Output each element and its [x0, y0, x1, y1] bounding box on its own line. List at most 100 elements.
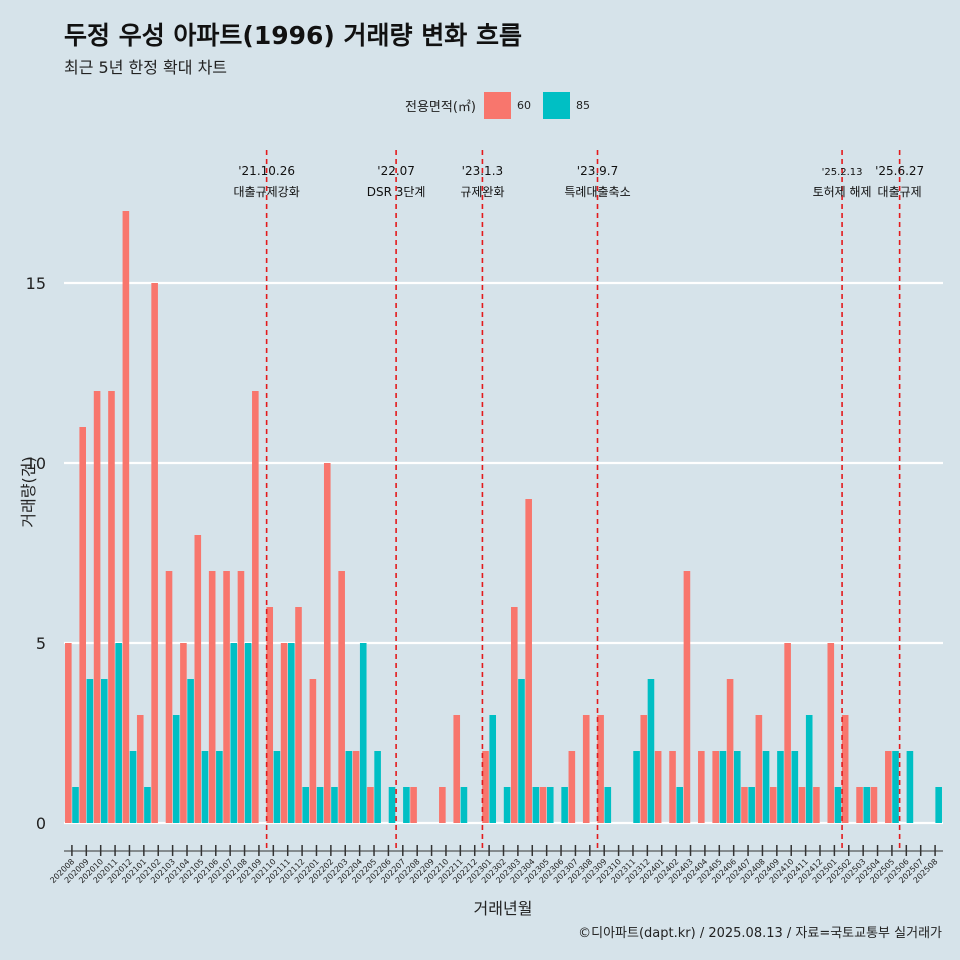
- bar-60-202106: [208, 571, 216, 823]
- bar-85-202406: [733, 751, 741, 823]
- bar-85-202311: [633, 751, 640, 823]
- bar-85-202201: [316, 787, 324, 823]
- bar-85-202402: [676, 787, 684, 823]
- bar-85-202501: [834, 787, 842, 823]
- chart-subtitle: 최근 5년 한정 확대 차트: [64, 58, 228, 77]
- bar-85-202205: [374, 751, 381, 823]
- bar-85-202409: [777, 751, 784, 823]
- bar-60-202411: [798, 787, 806, 823]
- bar-85-202302: [503, 787, 511, 823]
- bar-60-202210: [439, 787, 446, 823]
- legend-swatch-85: [542, 92, 570, 119]
- event-label-4: 토허제 해제: [813, 185, 872, 199]
- caption: ©디아파트(dapt.kr) / 2025.08.13 / 자료=국토교통부 실…: [578, 926, 942, 941]
- bar-85-202312: [647, 679, 655, 823]
- y-tick-label-10: 10: [26, 454, 46, 473]
- bar-60-202305: [539, 787, 547, 823]
- bar-60-202108: [237, 571, 245, 823]
- bar-85-202105: [201, 751, 209, 823]
- legend: 전용면적(㎡) 60 85: [405, 92, 602, 119]
- bar-85-202012: [129, 751, 137, 823]
- bar-60-202309: [597, 715, 604, 823]
- bar-85-202010: [100, 679, 108, 823]
- event-date-2: '23.1.3: [462, 164, 503, 178]
- event-label-5: 대출규제: [878, 185, 922, 199]
- bar-85-202202: [331, 787, 338, 823]
- bar-60-202401: [654, 751, 662, 823]
- bar-85-202203: [345, 751, 353, 823]
- bar-85-202506: [906, 751, 914, 823]
- bar-85-202103: [172, 715, 180, 823]
- legend-key-60: 60: [483, 92, 531, 119]
- bar-60-202009: [79, 427, 86, 823]
- bar-60-202104: [180, 643, 187, 823]
- bar-85-202112: [302, 787, 309, 823]
- legend-label-60: 60: [516, 99, 531, 112]
- bar-60-202412: [813, 787, 820, 823]
- y-tick-label-15: 15: [26, 274, 46, 293]
- event-label-2: 규제완화: [460, 185, 504, 199]
- bar-60-202011: [108, 391, 115, 823]
- bar-60-202501: [827, 643, 835, 823]
- bar-85-202211: [460, 787, 468, 823]
- bar-85-202101: [144, 787, 151, 823]
- bar-85-202503: [863, 787, 871, 823]
- bar-85-202206: [388, 787, 396, 823]
- bar-60-202008: [65, 643, 72, 823]
- bar-85-202107: [230, 643, 238, 823]
- x-axis: 2020082020092020102020112020122021012021…: [48, 845, 943, 885]
- bar-60-202101: [136, 715, 144, 823]
- event-date-1: '22.07: [377, 164, 415, 178]
- bar-60-202402: [669, 751, 676, 823]
- bar-85-202407: [748, 787, 755, 823]
- bar-60-202202: [323, 463, 331, 823]
- bar-85-202505: [892, 751, 899, 823]
- bar-60-202405: [712, 751, 719, 823]
- y-axis: 0 5 10 15: [26, 274, 46, 833]
- bar-85-202410: [791, 751, 799, 823]
- bar-60-202409: [769, 787, 777, 823]
- bar-60-202105: [194, 535, 202, 823]
- bar-85-202305: [546, 787, 554, 823]
- bar-60-202410: [784, 643, 791, 823]
- legend-label-85: 85: [575, 99, 590, 112]
- chart-title: 두정 우성 아파트(1996) 거래량 변화 흐름: [64, 21, 522, 50]
- event-date-3: '23.9.7: [577, 164, 618, 178]
- bar-60-202109: [252, 391, 259, 823]
- bar-60-202301: [482, 751, 489, 823]
- bar-85-202408: [762, 751, 770, 823]
- bar-85-202304: [532, 787, 540, 823]
- event-markers: '21.10.26 대출규제강화 '22.07 DSR 3단계 '23.1.3 규제완화 '…: [234, 150, 924, 850]
- bar-60-202208: [410, 787, 417, 823]
- bar-85-202309: [604, 787, 612, 823]
- bar-60-202505: [885, 751, 892, 823]
- bar-85-202111: [288, 643, 295, 823]
- legend-title: 전용면적(㎡): [405, 100, 476, 115]
- bar-85-202411: [805, 715, 813, 823]
- bar-60-202204: [352, 751, 360, 823]
- bar-85-202108: [244, 643, 252, 823]
- event-label-0: 대출규제강화: [234, 185, 300, 199]
- bar-60-202111: [280, 643, 288, 823]
- bar-85-202301: [489, 715, 497, 823]
- bar-60-202107: [223, 571, 230, 823]
- bar-60-202303: [510, 607, 518, 823]
- bar-60-202211: [453, 715, 461, 823]
- y-axis-title: 거래량(건): [19, 456, 38, 527]
- bar-85-202207: [403, 787, 410, 823]
- bar-60-202307: [568, 751, 576, 823]
- bar-85-202110: [273, 751, 281, 823]
- bar-85-202106: [216, 751, 223, 823]
- x-axis-title: 거래년월: [474, 899, 533, 918]
- bar-85-202306: [561, 787, 568, 823]
- bar-60-202406: [726, 679, 734, 823]
- bar-60-202304: [525, 499, 532, 823]
- event-date-0: '21.10.26: [238, 164, 295, 178]
- bar-60-202012: [122, 211, 130, 823]
- bars: [65, 211, 942, 823]
- event-label-3: 특례대출축소: [564, 185, 630, 199]
- bar-60-202112: [295, 607, 302, 823]
- legend-swatch-60: [483, 92, 511, 119]
- bar-60-202312: [640, 715, 648, 823]
- bar-60-202205: [367, 787, 374, 823]
